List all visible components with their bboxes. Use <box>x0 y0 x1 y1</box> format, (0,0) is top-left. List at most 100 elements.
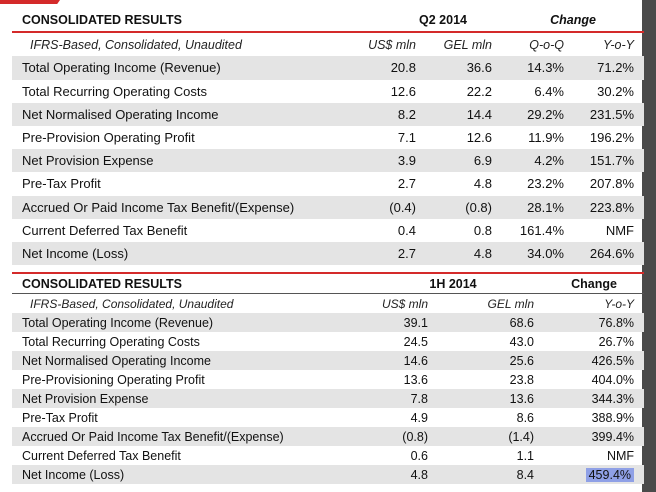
row-value: 43.0 <box>509 334 535 349</box>
h1-header-row: CONSOLIDATED RESULTS 1H 2014 Change <box>12 272 645 294</box>
table-row: Pre-Provisioning Operating Profit 13.6 23.… <box>12 370 644 389</box>
row-value: 14.6 <box>342 351 438 370</box>
row-label: Total Operating Income (Revenue) <box>12 313 342 332</box>
row-label: Net Income (Loss) <box>12 241 344 266</box>
row-value: 2.7 <box>344 241 426 266</box>
row-value: 8.4 <box>438 465 545 484</box>
table-row: Net Normalised Operating Income 14.6 25.6 4… <box>12 351 645 370</box>
row-label: Net Provision Expense <box>12 149 344 173</box>
row-value: 28.1% <box>502 195 574 219</box>
row-value: 12.6 <box>466 130 492 146</box>
row-label: Current Deferred Tax Benefit <box>22 222 188 238</box>
q2-header-row: CONSOLIDATED RESULTS Q2 2014 Change <box>12 8 644 34</box>
row-label: Pre-Provision Operating Profit <box>22 130 195 146</box>
row-value: (0.4) <box>344 195 426 219</box>
row-value: 459.4% <box>544 465 645 484</box>
row-value: 151.7% <box>574 149 644 173</box>
table-row: Net Provision Expense 7.8 13.6 344.3% <box>12 389 645 408</box>
table-row: Current Deferred Tax Benefit 0.6 1.1 NMF <box>12 446 644 465</box>
row-value: 23.8 <box>509 372 535 387</box>
table-row: Total Recurring Operating Costs 24.5 43.0 2… <box>12 332 644 351</box>
row-value: 4.9 <box>410 410 428 425</box>
q2-col-yoy: Y-o-Y <box>602 37 634 52</box>
row-label: Pre-Provisioning Operating Profit <box>22 372 205 387</box>
row-value: 11.9% <box>528 130 564 146</box>
q2-col-usd: US$ mln <box>368 37 416 52</box>
table-row: Accrued Or Paid Income Tax Benefit/(Expe… <box>12 195 644 219</box>
row-label: Accrued Or Paid Income Tax Benefit/(Expe… <box>12 195 344 219</box>
row-value: 207.8% <box>589 176 634 192</box>
row-value: 231.5% <box>574 102 644 126</box>
row-value: 4.8 <box>342 465 438 484</box>
row-value: 34.0% <box>502 241 574 266</box>
row-value: 30.2% <box>597 83 634 99</box>
h1-change-header: Change <box>544 272 645 294</box>
row-value: 1.1 <box>516 448 535 463</box>
row-label: Net Provision Expense <box>12 389 342 408</box>
q2-basis: IFRS-Based, Consolidated, Unaudited <box>30 37 242 52</box>
table-row: Net Income (Loss) 2.7 4.8 34.0% 264.6% <box>12 241 644 266</box>
row-value: 196.2% <box>589 130 634 146</box>
row-value: 29.2% <box>502 102 574 126</box>
window-edge <box>642 0 656 492</box>
h1-results-table: CONSOLIDATED RESULTS 1H 2014 Change IFRS… <box>12 272 645 484</box>
row-value: 13.6 <box>403 372 428 387</box>
row-value: 23.2% <box>527 176 564 192</box>
h1-body: Total Operating Income (Revenue) 39.1 68.6… <box>12 313 645 484</box>
table-row: Current Deferred Tax Benefit 0.4 0.8 161.4%… <box>12 219 644 242</box>
h1-subheader-row: IFRS-Based, Consolidated, Unaudited US$ … <box>12 294 644 314</box>
row-value: 4.8 <box>473 176 492 192</box>
row-value: NMF <box>606 448 635 463</box>
row-label: Pre-Tax Profit <box>22 410 98 425</box>
q2-title: CONSOLIDATED RESULTS <box>12 8 344 34</box>
row-value: 25.6 <box>438 351 545 370</box>
table-row: Net Normalised Operating Income 8.2 14.4 29… <box>12 102 644 126</box>
q2-body: Total Operating Income (Revenue) 20.8 36.6… <box>12 56 644 266</box>
row-value: 24.5 <box>403 334 428 349</box>
row-value: 2.7 <box>397 176 416 192</box>
row-value: 4.8 <box>426 241 502 266</box>
row-value: 0.6 <box>410 448 428 463</box>
row-value: 36.6 <box>426 56 502 80</box>
row-value: 13.6 <box>438 389 545 408</box>
row-value: 26.7% <box>598 334 635 349</box>
q2-results-table: CONSOLIDATED RESULTS Q2 2014 Change IFRS… <box>12 8 644 266</box>
table-row: Net Provision Expense 3.9 6.9 4.2% 151.7% <box>12 149 644 173</box>
row-value: (0.8) <box>426 195 502 219</box>
row-value: 223.8% <box>574 195 644 219</box>
row-label: Net Normalised Operating Income <box>12 351 342 370</box>
row-label: Accrued Or Paid Income Tax Benefit/(Expe… <box>12 427 342 446</box>
row-value: 426.5% <box>544 351 645 370</box>
table-row: Pre-Provision Operating Profit 7.1 12.6 11.… <box>12 126 644 149</box>
table-row: Accrued Or Paid Income Tax Benefit/(Expe… <box>12 427 645 446</box>
row-value: 14.3% <box>502 56 574 80</box>
h1-period: 1H 2014 <box>342 272 545 294</box>
row-label: Net Normalised Operating Income <box>12 102 344 126</box>
row-label: Net Income (Loss) <box>12 465 342 484</box>
h1-basis: IFRS-Based, Consolidated, Unaudited <box>30 296 234 311</box>
table-row: Pre-Tax Profit 2.7 4.8 23.2% 207.8% <box>12 172 644 195</box>
row-value: 22.2 <box>466 83 492 99</box>
q2-period: Q2 2014 <box>344 8 502 34</box>
row-value: NMF <box>605 222 634 238</box>
table-row: Total Recurring Operating Costs 12.6 22.2 6… <box>12 80 644 103</box>
row-label: Pre-Tax Profit <box>22 176 101 192</box>
row-value: 3.9 <box>344 149 426 173</box>
table-row: Pre-Tax Profit 4.9 8.6 388.9% <box>12 408 644 427</box>
table-row: Total Operating Income (Revenue) 20.8 36.6… <box>12 56 644 80</box>
row-value: 76.8% <box>544 313 645 332</box>
row-value: 8.6 <box>516 410 535 425</box>
row-value: 161.4% <box>519 222 564 238</box>
table-row: Total Operating Income (Revenue) 39.1 68.6… <box>12 313 645 332</box>
row-value: 399.4% <box>544 427 645 446</box>
h1-col-yoy: Y-o-Y <box>604 296 635 311</box>
row-value: 6.9 <box>426 149 502 173</box>
row-value: 4.2% <box>502 149 574 173</box>
h1-col-usd: US$ mln <box>381 296 428 311</box>
row-label: Total Operating Income (Revenue) <box>12 56 344 80</box>
row-value: 388.9% <box>591 410 635 425</box>
row-value: 7.8 <box>342 389 438 408</box>
q2-change-header: Change <box>502 8 644 34</box>
row-value: 20.8 <box>344 56 426 80</box>
row-value: 0.4 <box>397 222 416 238</box>
